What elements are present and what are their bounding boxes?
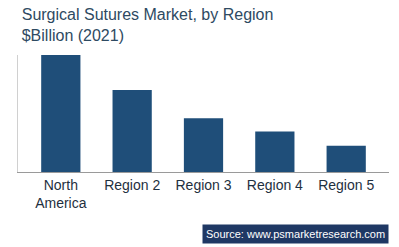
svg-text:Region 2: Region 2 xyxy=(104,177,160,193)
svg-text:Region 3: Region 3 xyxy=(175,177,231,193)
svg-text:Region 5: Region 5 xyxy=(318,177,374,193)
svg-text:NorthAmerica: NorthAmerica xyxy=(35,177,87,211)
svg-text:Region 4: Region 4 xyxy=(247,177,303,193)
svg-text:Source: www.psmarketresearch.c: Source: www.psmarketresearch.com xyxy=(206,228,385,240)
svg-text:Surgical Sutures Market, by Re: Surgical Sutures Market, by Region$Billi… xyxy=(22,6,274,44)
